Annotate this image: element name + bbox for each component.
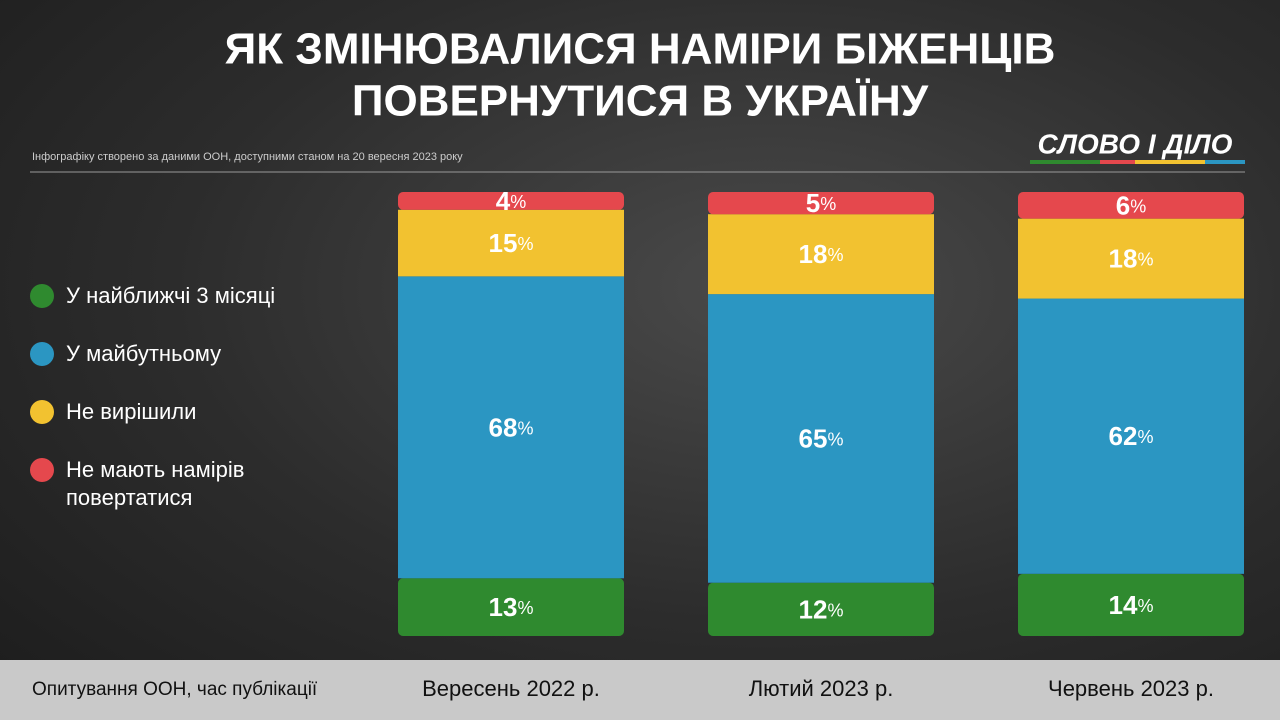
value-label: 6% — [1116, 190, 1146, 220]
legend-item: У найближчі 3 місяці — [30, 282, 330, 310]
title-line: ЯК ЗМІНЮВАЛИСЯ НАМІРИ БІЖЕНЦІВ — [225, 25, 1056, 74]
bar-segment — [1018, 298, 1244, 574]
brand-stripe — [1030, 160, 1100, 164]
value-label: 5% — [806, 188, 836, 218]
value-label: 65% — [799, 423, 844, 453]
brand-stripe — [1100, 160, 1135, 164]
legend-swatch — [30, 458, 54, 482]
legend-item: У майбутньому — [30, 340, 330, 368]
bar-segment — [1018, 192, 1244, 219]
value-label: 18% — [1109, 243, 1154, 273]
value-label: 68% — [489, 412, 534, 442]
bar-segment — [708, 294, 934, 583]
x-axis-label: Опитування ООН, час публікації — [32, 679, 318, 700]
bar-segment — [708, 192, 934, 215]
legend-item: Не мають намірів повертатися — [30, 456, 330, 512]
value-label: 15% — [489, 228, 534, 258]
x-tick-label: Вересень 2022 р. — [422, 676, 600, 701]
title-line: ПОВЕРНУТИСЯ В УКРАЇНУ — [352, 77, 929, 126]
value-label: 14% — [1109, 590, 1154, 620]
brand-stripe — [1135, 160, 1205, 164]
brand-stripe — [1205, 160, 1245, 164]
value-label: 18% — [799, 239, 844, 269]
legend: У найближчі 3 місяці У майбутньому Не вирі… — [30, 282, 330, 542]
value-label: 12% — [799, 594, 844, 624]
brand: СЛОВО І ДІЛО — [1038, 128, 1233, 159]
legend-swatch — [30, 400, 54, 424]
legend-item: Не вирішили — [30, 398, 330, 426]
legend-label: У найближчі 3 місяці — [66, 283, 276, 308]
legend-label: У майбутньому — [66, 341, 222, 366]
bar-segment — [708, 214, 934, 295]
bar-segment — [398, 578, 624, 636]
bar-segment — [708, 582, 934, 636]
bar-segment — [1018, 218, 1244, 299]
legend-label: Не мають намірів повертатися — [66, 457, 245, 510]
footer-band — [0, 660, 1280, 720]
legend-label: Не вирішили — [66, 399, 197, 424]
bar-segment — [398, 276, 624, 579]
legend-swatch — [30, 284, 54, 308]
subtitle: Інфографіку створено за даними ООН, дост… — [32, 151, 463, 163]
legend-swatch — [30, 342, 54, 366]
x-tick-label: Червень 2023 р. — [1048, 676, 1214, 701]
bar-segment — [398, 209, 624, 277]
bar-segment — [398, 192, 624, 210]
bar-segment — [1018, 573, 1244, 636]
value-label: 62% — [1109, 421, 1154, 451]
value-label: 13% — [489, 592, 534, 622]
value-label: 4% — [496, 186, 526, 216]
x-tick-label: Лютий 2023 р. — [749, 676, 894, 701]
